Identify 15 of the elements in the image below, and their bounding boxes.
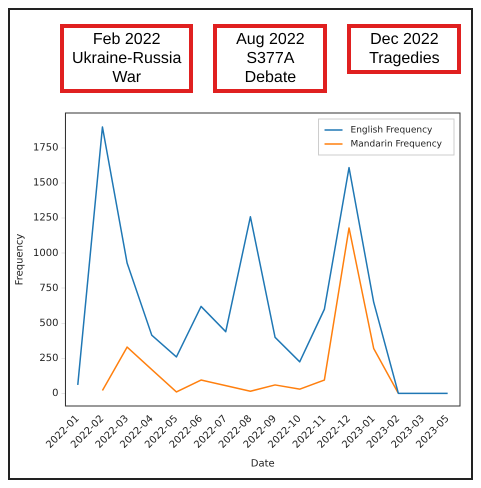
y-tick-label: 750 xyxy=(39,282,58,294)
y-tick-label: 1250 xyxy=(32,212,58,224)
y-axis-title: Frequency xyxy=(14,234,26,286)
text: Feb 2022 Ukraine-Russia War xyxy=(60,24,194,93)
legend-label: English Frequency xyxy=(350,125,434,136)
y-tick-label: 1750 xyxy=(32,142,58,154)
text: Dec 2022 Tragedies xyxy=(347,24,462,74)
x-axis-title: Date xyxy=(250,458,275,470)
y-tick-label: 0 xyxy=(52,388,58,399)
text: Aug 2022 S377A Debate xyxy=(213,24,328,93)
y-tick-label: 500 xyxy=(39,318,58,329)
y-tick-label: 1000 xyxy=(32,248,58,259)
y-tick-label: 1500 xyxy=(32,178,58,189)
legend-label: Mandarin Frequency xyxy=(350,139,443,150)
y-tick-label: 250 xyxy=(39,352,58,364)
